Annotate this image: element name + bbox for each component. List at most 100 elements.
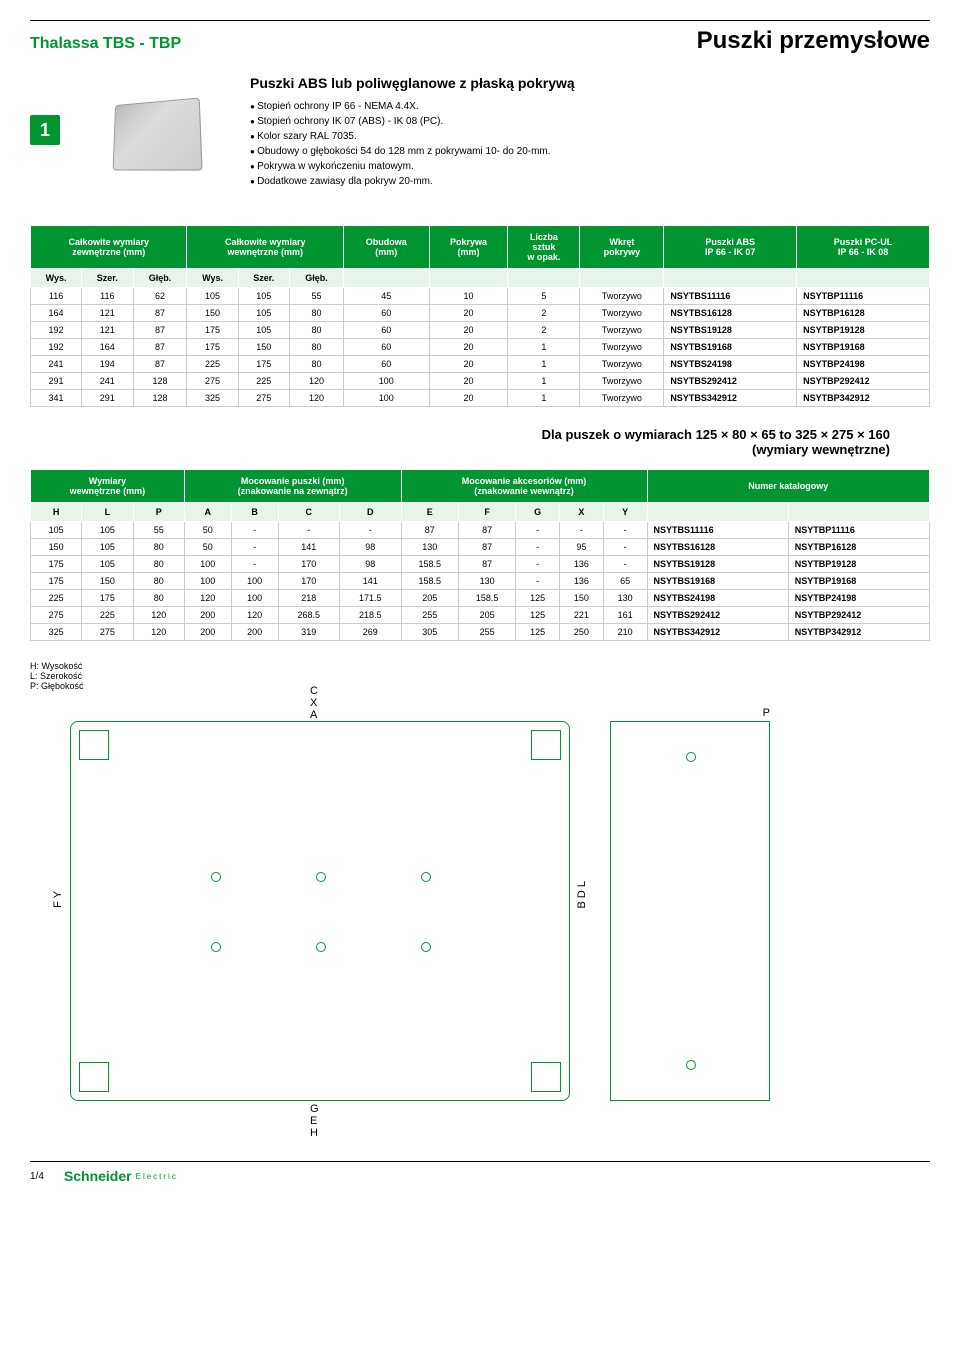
table-cell: NSYTBP24198 bbox=[788, 590, 929, 607]
table-cell: - bbox=[516, 573, 560, 590]
table-header: Pokrywa(mm) bbox=[429, 226, 508, 269]
table-cell: NSYTBP342912 bbox=[788, 624, 929, 641]
table-cell: 241 bbox=[82, 373, 133, 390]
table-cell: 87 bbox=[133, 322, 187, 339]
table-cell: 225 bbox=[238, 373, 289, 390]
table-cell: 305 bbox=[401, 624, 458, 641]
table-cell: 105 bbox=[82, 522, 133, 539]
table-subheader bbox=[508, 269, 580, 288]
table-cell: 1 bbox=[508, 339, 580, 356]
table-cell: 275 bbox=[187, 373, 238, 390]
table-subheader: C bbox=[278, 503, 339, 522]
table-cell: 192 bbox=[31, 339, 82, 356]
table-cell: 161 bbox=[603, 607, 647, 624]
table-cell: 130 bbox=[401, 539, 458, 556]
dimensions-table-1: Całkowite wymiaryzewnętrzne (mm)Całkowit… bbox=[30, 225, 930, 407]
table-subheader: D bbox=[340, 503, 402, 522]
table-cell: 128 bbox=[133, 373, 187, 390]
table-cell: 105 bbox=[238, 288, 289, 305]
table-cell: 150 bbox=[187, 305, 238, 322]
table-cell: 62 bbox=[133, 288, 187, 305]
description-block: Puszki ABS lub poliwęglanowe z płaską po… bbox=[250, 75, 575, 195]
page-title: Puszki przemysłowe bbox=[697, 27, 930, 55]
dimensions-legend: H: WysokośćL: SzerokośćP: Głębokość bbox=[30, 661, 930, 691]
table-subheader: Y bbox=[603, 503, 647, 522]
table-cell: Tworzywo bbox=[580, 288, 664, 305]
table-cell: 120 bbox=[184, 590, 231, 607]
brand-name: Thalassa TBS - TBP bbox=[30, 35, 181, 53]
table-subheader: Szer. bbox=[238, 269, 289, 288]
table-subheader: X bbox=[560, 503, 604, 522]
table-row: 22517580120100218171.5205158.5125150130N… bbox=[31, 590, 930, 607]
table-cell: 325 bbox=[187, 390, 238, 407]
table-cell: 210 bbox=[603, 624, 647, 641]
table-cell: 200 bbox=[231, 624, 278, 641]
table-row: 17515080100100170141158.5130-13665NSYTBS… bbox=[31, 573, 930, 590]
table-cell: 150 bbox=[82, 573, 133, 590]
table-cell: 175 bbox=[31, 556, 82, 573]
table-cell: 275 bbox=[31, 607, 82, 624]
table-cell: 87 bbox=[458, 522, 515, 539]
table-cell: 5 bbox=[508, 288, 580, 305]
table-row: 1051055550---8787---NSYTBS11116NSYTBP111… bbox=[31, 522, 930, 539]
table-row: 164121871501058060202TworzywoNSYTBS16128… bbox=[31, 305, 930, 322]
diagram-left-labels: F Y bbox=[52, 891, 64, 908]
table-cell: 120 bbox=[290, 390, 344, 407]
table-cell: 192 bbox=[31, 322, 82, 339]
table-cell: - bbox=[340, 522, 402, 539]
table-cell: Tworzywo bbox=[580, 390, 664, 407]
table-header: Puszki ABSIP 66 - IK 07 bbox=[664, 226, 797, 269]
table-cell: 125 bbox=[516, 607, 560, 624]
table-cell: 218.5 bbox=[340, 607, 402, 624]
table-cell: 20 bbox=[429, 373, 508, 390]
table-cell: 87 bbox=[133, 339, 187, 356]
table-cell: NSYTBP19128 bbox=[788, 556, 929, 573]
table-header: Liczbasztukw opak. bbox=[508, 226, 580, 269]
feature-item: Dodatkowe zawiasy dla pokryw 20-mm. bbox=[250, 174, 575, 189]
table-cell: 164 bbox=[31, 305, 82, 322]
table-row: 116116621051055545105TworzywoNSYTBS11116… bbox=[31, 288, 930, 305]
header-rule bbox=[30, 20, 930, 21]
table-cell: 80 bbox=[133, 539, 184, 556]
table-cell: 87 bbox=[401, 522, 458, 539]
table-cell: Tworzywo bbox=[580, 339, 664, 356]
table-cell: 87 bbox=[458, 556, 515, 573]
table-row: 325275120200200319269305255125250210NSYT… bbox=[31, 624, 930, 641]
table-cell: 125 bbox=[516, 590, 560, 607]
table-cell: - bbox=[231, 522, 278, 539]
diagram-top-view bbox=[70, 721, 570, 1101]
table-cell: NSYTBS292412 bbox=[664, 373, 797, 390]
table-cell: 20 bbox=[429, 305, 508, 322]
table-cell: 175 bbox=[31, 573, 82, 590]
table-cell: 141 bbox=[340, 573, 402, 590]
table-cell: 175 bbox=[238, 356, 289, 373]
table-cell: NSYTBS292412 bbox=[647, 607, 788, 624]
table-cell: NSYTBP292412 bbox=[788, 607, 929, 624]
table-subheader bbox=[343, 269, 429, 288]
table-row: 192121871751058060202TworzywoNSYTBS19128… bbox=[31, 322, 930, 339]
table-cell: NSYTBS19128 bbox=[647, 556, 788, 573]
table-cell: Tworzywo bbox=[580, 322, 664, 339]
table-cell: NSYTBS342912 bbox=[647, 624, 788, 641]
table-cell: - bbox=[560, 522, 604, 539]
table-cell: Tworzywo bbox=[580, 373, 664, 390]
table-cell: NSYTBP19128 bbox=[797, 322, 930, 339]
table-cell: 269 bbox=[340, 624, 402, 641]
table-cell: 87 bbox=[133, 305, 187, 322]
table-cell: 116 bbox=[31, 288, 82, 305]
table-cell: 116 bbox=[82, 288, 133, 305]
table-cell: 130 bbox=[603, 590, 647, 607]
table-cell: 130 bbox=[458, 573, 515, 590]
table-cell: 121 bbox=[82, 305, 133, 322]
table-header: Wkrętpokrywy bbox=[580, 226, 664, 269]
table-cell: 341 bbox=[31, 390, 82, 407]
table-cell: 200 bbox=[184, 624, 231, 641]
table-subheader: Wys. bbox=[187, 269, 238, 288]
header: Thalassa TBS - TBP Puszki przemysłowe bbox=[30, 27, 930, 55]
table-cell: 87 bbox=[133, 356, 187, 373]
table-cell: 1 bbox=[508, 390, 580, 407]
table-cell: 171.5 bbox=[340, 590, 402, 607]
table-cell: 158.5 bbox=[401, 573, 458, 590]
table-header: Obudowa(mm) bbox=[343, 226, 429, 269]
table-cell: 175 bbox=[82, 590, 133, 607]
